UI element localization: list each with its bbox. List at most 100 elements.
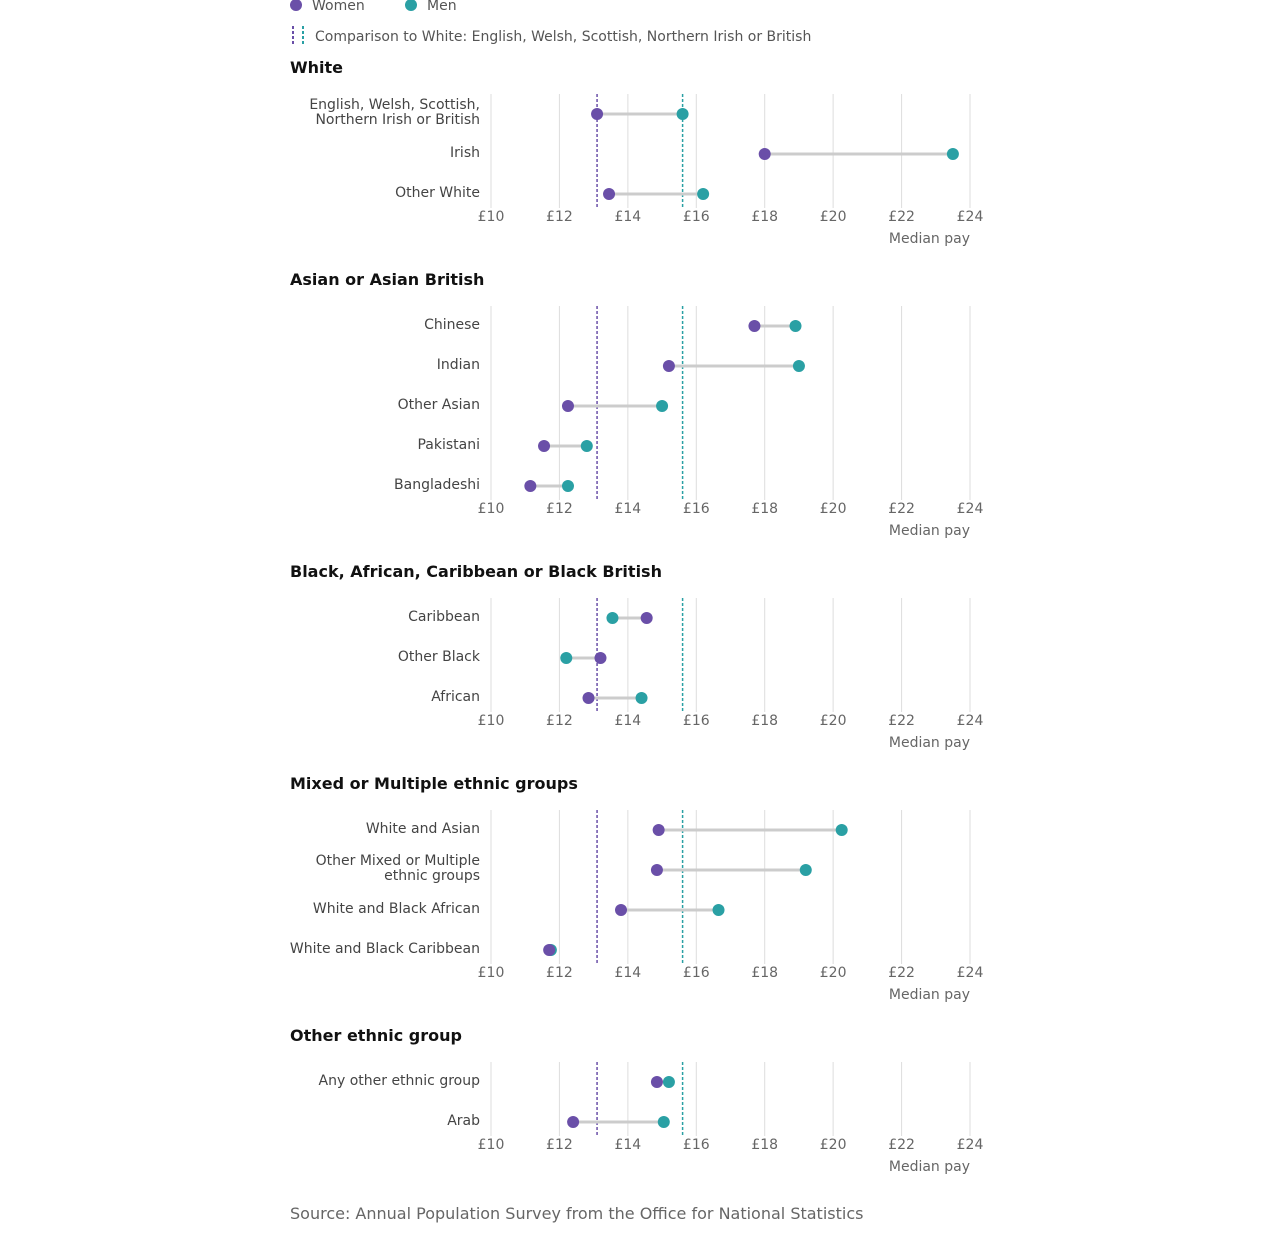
row-label: Pakistani [417, 436, 480, 453]
x-tick-label: £18 [751, 1137, 779, 1153]
dashed-lines-icon [292, 26, 304, 44]
dumbbell-plot [490, 598, 971, 712]
dumbbell-plot [490, 94, 971, 208]
row-label-line: Any other ethnic group [318, 1072, 480, 1089]
x-tick-label: £14 [614, 1137, 642, 1153]
x-tick-label: £12 [546, 965, 573, 981]
row-label: Caribbean [408, 608, 480, 625]
men-point [792, 360, 805, 372]
x-tick-label: £22 [888, 1137, 915, 1153]
men-point [635, 692, 648, 704]
x-tick-label: £16 [682, 209, 710, 225]
row-label: Other Mixed or Multiple ethnic groups [316, 854, 480, 884]
men-point [657, 1116, 670, 1128]
women-point [640, 612, 653, 624]
row-label-line: African [431, 688, 480, 705]
women-dot-icon [290, 0, 302, 11]
row-label: Indian [436, 356, 480, 373]
men-point [560, 652, 573, 664]
x-tick-label: £14 [614, 965, 642, 981]
women-point [615, 904, 628, 916]
x-axis-title: Median pay [888, 987, 970, 1003]
row-label: Irish [450, 145, 480, 161]
x-tick-label: £10 [477, 1137, 505, 1153]
row-label: English, Welsh, Scottish, Northern Irish … [309, 98, 480, 128]
row-label-line: White and Black Caribbean [289, 940, 480, 957]
dumbbell-plot [490, 810, 971, 964]
row-label: Bangladeshi [394, 476, 480, 493]
x-tick-label: £20 [819, 965, 847, 981]
women-point [650, 864, 663, 876]
x-tick-label: £20 [819, 1137, 847, 1153]
women-point [524, 480, 537, 492]
x-tick-label: £24 [956, 209, 984, 225]
row-label: Other White [395, 184, 480, 201]
women-point [567, 1116, 580, 1128]
x-tick-label: £10 [477, 713, 505, 729]
row-label: Any other ethnic group [318, 1072, 480, 1089]
x-tick-label: £24 [956, 501, 984, 517]
row-label-line: Pakistani [417, 436, 480, 453]
dumbbell-plot [490, 1062, 971, 1136]
x-tick-label: £12 [546, 501, 573, 517]
men-point [789, 320, 802, 332]
men-point [561, 480, 574, 492]
men-point [712, 904, 725, 916]
women-point [603, 188, 616, 200]
men-point [662, 1076, 675, 1088]
x-tick-label: £10 [477, 965, 505, 981]
x-tick-label: £24 [956, 1137, 984, 1153]
x-tick-label: £20 [819, 501, 847, 517]
men-point [799, 864, 812, 876]
source-note: Source: Annual Population Survey from th… [290, 1204, 864, 1223]
x-tick-label: £20 [819, 209, 847, 225]
women-point [538, 440, 551, 452]
x-tick-label: £24 [956, 713, 984, 729]
row-label-line: Arab [447, 1112, 480, 1129]
men-point [835, 824, 848, 836]
x-tick-label: £20 [819, 713, 847, 729]
women-point [582, 692, 595, 704]
row-label: Other Black [398, 649, 480, 665]
row-label-line: English, Welsh, Scottish, [309, 97, 480, 113]
men-point [676, 108, 689, 120]
legend-comparison: Comparison to White: English, Welsh, Sco… [290, 26, 811, 47]
x-tick-label: £24 [956, 965, 984, 981]
row-label-line: White and Asian [365, 820, 480, 837]
panel-title: Mixed or Multiple ethnic groups [290, 774, 578, 793]
row-label: White and Asian [365, 820, 480, 837]
row-label: White and Black African [312, 900, 480, 917]
x-tick-label: £14 [614, 713, 642, 729]
row-label-line: Bangladeshi [394, 476, 480, 493]
x-axis-title: Median pay [888, 735, 970, 751]
row-label-line: Northern Irish or British [315, 112, 480, 128]
legend-item-women: Women [290, 0, 365, 14]
men-dot-icon [405, 0, 417, 11]
x-tick-label: £16 [682, 965, 710, 981]
panel-title: Asian or Asian British [290, 270, 485, 289]
x-tick-label: £22 [888, 209, 915, 225]
x-axis-title: Median pay [888, 231, 970, 247]
x-tick-label: £14 [614, 501, 642, 517]
x-tick-label: £10 [477, 501, 505, 517]
row-label-line: Caribbean [408, 608, 480, 625]
legend-women-label: Women [312, 0, 365, 14]
legend-item-men: Men [405, 0, 457, 14]
women-point [543, 944, 556, 956]
x-tick-label: £16 [682, 501, 710, 517]
row-label: Other Asian [398, 397, 480, 413]
women-point [652, 824, 665, 836]
men-point [606, 612, 619, 624]
women-point [594, 652, 607, 664]
men-point [656, 400, 669, 412]
row-label-line: Other White [395, 184, 480, 201]
x-tick-label: £12 [546, 713, 573, 729]
row-label-line: ethnic groups [384, 868, 480, 884]
men-point [946, 148, 959, 160]
x-tick-label: £18 [751, 209, 779, 225]
row-label-line: White and Black African [312, 900, 480, 917]
x-tick-label: £12 [546, 1137, 573, 1153]
x-axis-title: Median pay [888, 523, 970, 539]
row-label-line: Indian [436, 356, 480, 373]
row-label: White and Black Caribbean [289, 940, 480, 957]
